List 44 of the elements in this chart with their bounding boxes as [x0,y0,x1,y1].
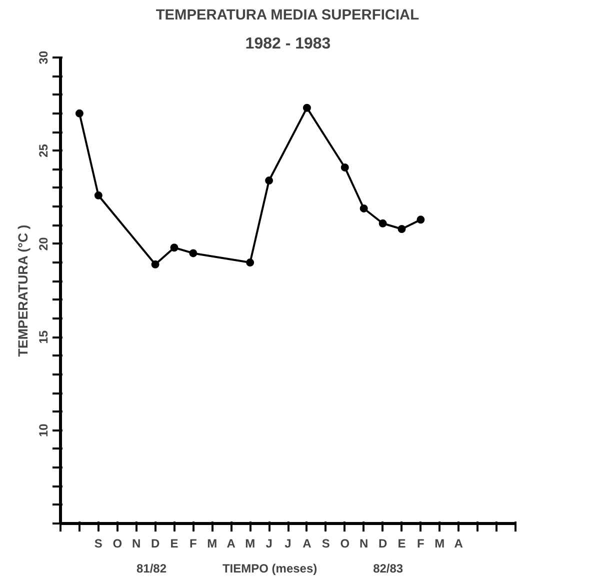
y-tick-label: 30 [36,50,50,64]
x-tick-label: M [207,536,218,550]
point [75,109,84,118]
x-tick-label: J [284,536,292,550]
y-tick-label: 10 [36,423,50,437]
point [378,219,387,228]
x-tick-label: J [266,536,272,550]
y-axis-title: TEMPERATURA (°C ) [16,224,30,357]
text: 81/82 [136,562,167,576]
point [302,104,311,112]
x-tick-label: O [340,536,350,550]
x-tick-label: N [132,536,141,550]
chart-title: TEMPERATURA MEDIA SUPERFICIAL [156,8,420,24]
x-tick-label: A [302,536,312,550]
point [360,204,368,212]
x-tick-label: O [112,536,122,550]
point [189,249,198,258]
point [151,260,160,268]
y-tick-label: 15 [36,330,50,344]
y-tick-label: 25 [36,144,50,158]
x-tick-label: M [434,536,445,550]
x-tick-label: F [417,536,424,550]
x-tick-label: D [378,536,388,550]
chart-subtitle: 1982 - 1983 [245,36,331,52]
x-tick-label: D [150,536,160,550]
point [398,224,406,233]
x-tick-label: S [322,536,330,550]
point [246,258,254,267]
x-tick-label: A [226,536,236,550]
x-tick-label: A [454,536,464,550]
x-tick-label: E [398,536,406,550]
x-tick-label: E [170,536,178,550]
point [340,163,349,172]
x-tick-label: F [190,536,197,550]
text: 82/83 [373,562,404,576]
x-tick-label: N [360,536,368,550]
x-tick-label: S [94,536,102,550]
point [416,216,425,224]
point [170,244,178,252]
y-tick-label: 20 [36,236,50,251]
x-tick-label: M [245,536,256,550]
point [265,176,274,185]
point [94,191,102,200]
x-axis-title: TIEMPO (meses) [222,562,318,576]
